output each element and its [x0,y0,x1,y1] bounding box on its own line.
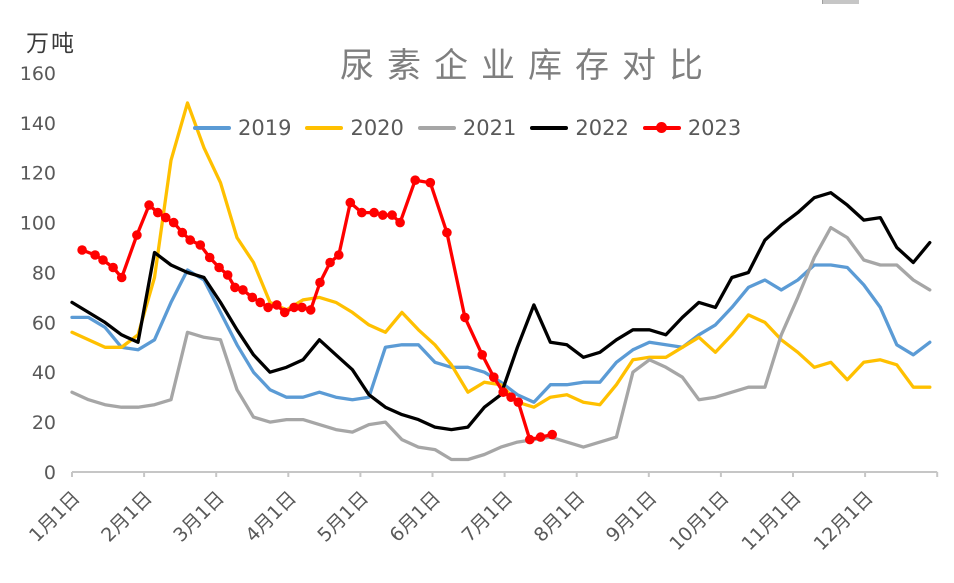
data-point-marker-2023 [325,257,335,268]
legend-swatch-2022 [530,126,569,130]
chart-title: 尿素企业库存对比 [340,46,716,86]
data-point-marker-2023 [168,217,179,228]
legend-label: 2020 [350,115,404,140]
y-tick-label: 140 [20,113,56,135]
series-line-2023 [80,178,554,442]
y-tick-label: 80 [32,262,56,284]
data-point-marker-2023 [279,307,290,318]
x-tick-label: 4月1日 [241,487,301,547]
data-point-marker-2023 [410,175,421,185]
x-tick-label: 3月1日 [169,487,229,547]
y-tick-label: 100 [20,213,56,235]
chart-legend: 2019 2020 2021 2022 2023 [193,115,741,141]
legend-label: 2022 [575,115,629,140]
data-point-marker-2023 [77,245,87,255]
data-point-marker-2023 [547,429,557,440]
legend-label: 2019 [238,115,292,140]
data-point-marker-2023 [357,207,367,218]
x-tick-label: 2月1日 [97,487,157,547]
y-tick-label: 120 [20,163,56,185]
x-tick-label: 11月1日 [737,487,805,555]
y-tick-label: 20 [32,412,56,434]
y-axis-unit-label: 万吨 [26,31,76,57]
y-tick-label: 60 [32,312,56,334]
x-tick-label: 12月1日 [810,487,878,555]
legend-item-2020[interactable]: 2020 [305,115,404,140]
series-line-2019 [70,263,932,404]
data-point-marker-2023 [230,282,240,293]
data-point-marker-2023 [98,255,108,265]
data-point-marker-2023 [214,262,224,273]
data-point-marker-2023 [387,210,397,220]
data-point-marker-2023 [177,227,188,238]
x-tick-label: 9月1日 [602,487,662,547]
legend-label: 2021 [462,115,517,140]
x-tick-label: 10月1日 [665,487,733,555]
data-point-marker-2023 [513,397,524,408]
data-point-marker-2023 [144,200,154,210]
data-point-marker-2023 [204,252,215,263]
series-line-2020 [70,101,932,409]
data-point-marker-2023 [305,305,316,315]
data-point-marker-2023 [238,285,248,295]
legend-swatch-2021 [417,126,456,130]
data-point-marker-2023 [297,302,307,313]
data-point-marker-2023 [108,262,118,273]
legend-item-2023[interactable]: 2023 [642,115,742,140]
data-point-marker-2023 [506,392,516,403]
data-point-marker-2023 [315,277,325,288]
data-point-marker-2023 [272,300,282,310]
data-point-marker-2023 [263,302,273,313]
data-point-marker-2023 [185,235,195,245]
data-point-marker-2023 [90,250,100,260]
legend-item-2022[interactable]: 2022 [530,115,629,140]
x-tick-label: 6月1日 [386,487,446,547]
data-point-marker-2023 [525,434,535,445]
legend-label: 2023 [687,115,742,140]
data-point-marker-2023 [477,350,488,360]
data-point-marker-2023 [345,197,356,208]
data-point-marker-2023 [160,212,171,223]
data-point-marker-2023 [289,302,299,313]
legend-swatch-2023 [642,122,681,133]
data-point-marker-2023 [425,177,436,188]
series-line-2021 [70,225,932,462]
data-point-marker-2023 [395,217,405,228]
data-point-marker-2023 [535,432,546,442]
legend-swatch-2019 [193,126,231,130]
legend-item-2019[interactable]: 2019 [193,115,292,140]
data-point-marker-2023 [442,227,452,238]
data-point-marker-2023 [153,207,163,218]
data-point-marker-2023 [132,230,142,240]
x-tick-label: 7月1日 [458,487,518,547]
x-tick-label: 5月1日 [313,487,373,547]
data-point-marker-2023 [255,297,265,308]
data-point-marker-2023 [116,272,127,283]
data-point-marker-2023 [498,387,509,398]
data-point-marker-2023 [489,372,499,383]
y-tick-label: 0 [44,462,56,484]
data-point-marker-2023 [222,270,233,280]
y-tick-label: 160 [20,63,56,85]
data-point-marker-2023 [460,312,470,323]
data-point-marker-2023 [369,207,379,218]
data-point-marker-2023 [247,292,258,303]
legend-swatch-2020 [305,126,344,130]
data-point-marker-2023 [195,240,206,250]
y-tick-label: 40 [32,362,56,384]
x-tick-label: 8月1日 [530,487,590,547]
data-point-marker-2023 [334,250,344,260]
scrollbar-fragment[interactable] [822,0,859,4]
x-tick-label: 1月1日 [25,487,85,547]
data-point-marker-2023 [378,210,388,220]
legend-item-2021[interactable]: 2021 [417,115,517,140]
